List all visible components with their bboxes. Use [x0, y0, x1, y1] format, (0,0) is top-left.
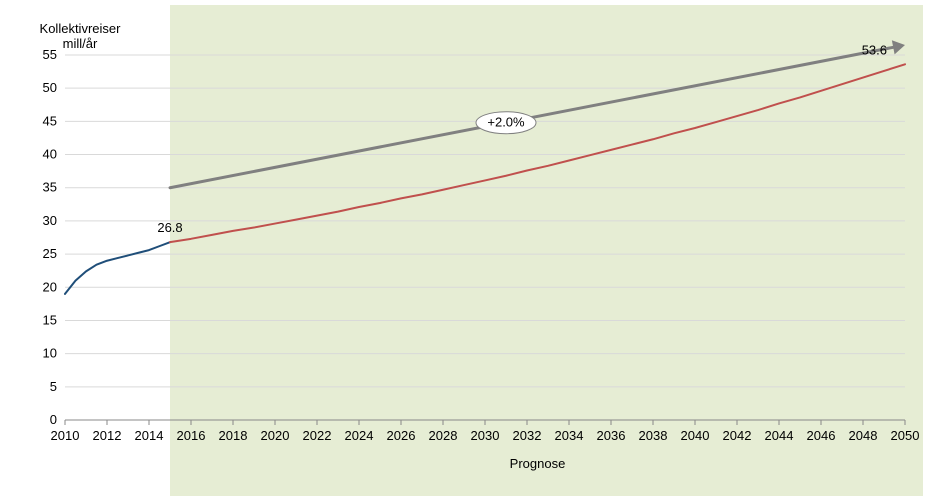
y-tick-label: 0 [50, 412, 57, 427]
x-tick-label: 2046 [807, 428, 836, 443]
x-tick-label: 2022 [303, 428, 332, 443]
x-tick-label: 2018 [219, 428, 248, 443]
y-tick-label: 45 [43, 113, 57, 128]
x-tick-label: 2030 [471, 428, 500, 443]
x-tick-label: 2014 [135, 428, 164, 443]
x-tick-label: 2032 [513, 428, 542, 443]
x-tick-label: 2010 [51, 428, 80, 443]
x-tick-label: 2048 [849, 428, 878, 443]
y-tick-label: 25 [43, 246, 57, 261]
x-tick-label: 2042 [723, 428, 752, 443]
y-tick-label: 15 [43, 312, 57, 327]
x-tick-label: 2028 [429, 428, 458, 443]
line-chart: 0 5 10 15 20 25 30 35 40 45 50 55 2010 2012 2014 2016 20… [0, 0, 926, 501]
x-tick-label: 2038 [639, 428, 668, 443]
annotation-start-value: 26.8 [157, 220, 182, 235]
annotation-end-value: 53.6 [862, 42, 887, 57]
y-tick-label: 5 [50, 379, 57, 394]
y-tick-label: 55 [43, 47, 57, 62]
x-tick-label: 2034 [555, 428, 584, 443]
y-tick-label: 50 [43, 80, 57, 95]
x-axis-title: Prognose [510, 456, 566, 471]
prognosis-region [170, 5, 923, 496]
growth-badge-label: +2.0% [487, 115, 525, 130]
y-axis-title: Kollektivreiser [40, 21, 122, 36]
x-tick-label: 2020 [261, 428, 290, 443]
y-tick-label: 30 [43, 213, 57, 228]
x-tick-label: 2026 [387, 428, 416, 443]
x-tick-label: 2024 [345, 428, 374, 443]
y-tick-label: 10 [43, 346, 57, 361]
x-tick-label: 2012 [93, 428, 122, 443]
x-tick-label: 2016 [177, 428, 206, 443]
x-tick-label: 2036 [597, 428, 626, 443]
y-tick-label: 35 [43, 180, 57, 195]
x-tick-label: 2044 [765, 428, 794, 443]
x-tick-label: 2040 [681, 428, 710, 443]
y-tick-label: 40 [43, 147, 57, 162]
y-axis-title: mill/år [63, 36, 98, 51]
x-tick-label: 2050 [891, 428, 920, 443]
y-tick-label: 20 [43, 279, 57, 294]
